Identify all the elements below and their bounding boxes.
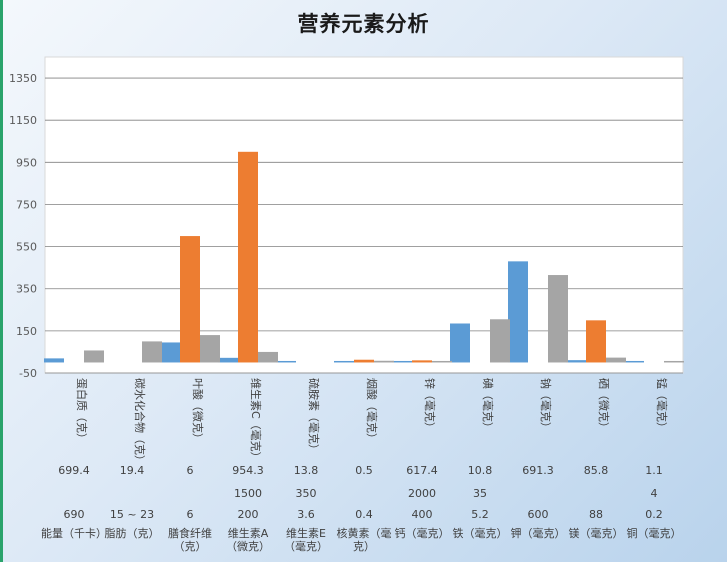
accent-stripe [0, 0, 3, 562]
table-cell: 0.4 [355, 508, 373, 521]
table-cell: 0.5 [355, 464, 373, 477]
y-tick-label: 550 [16, 241, 37, 254]
category-label: 维生素C（毫克） [249, 378, 263, 463]
bar [624, 360, 644, 363]
table-cell: 1.1 [645, 464, 663, 477]
table-cell: 4 [651, 487, 658, 500]
table-cell: 10.8 [468, 464, 493, 477]
table-row-label: 克） [353, 540, 375, 553]
bar [258, 351, 278, 363]
y-tick-label: -50 [19, 367, 37, 380]
table-row-label: 铜（毫克） [627, 526, 682, 540]
table-cell: 0.2 [645, 508, 663, 521]
category-label: 碳水化合物（克） [133, 378, 147, 466]
table-row-label: 钙（毫克） [395, 526, 450, 540]
bar [664, 360, 684, 363]
bar [334, 360, 354, 363]
y-tick-label: 950 [16, 156, 37, 169]
table-row-label: 膳食纤维 [168, 526, 212, 540]
bar [238, 151, 258, 363]
category-label: 锌（毫克） [423, 378, 437, 433]
table-cell: 13.8 [294, 464, 319, 477]
table-row-label: 核黄素（毫 [337, 526, 392, 540]
table-cell: 6 [187, 508, 194, 521]
table-cell: 3.6 [297, 508, 315, 521]
category-label: 钠（毫克） [539, 378, 553, 433]
table-cell: 35 [473, 487, 487, 500]
y-tick-label: 1350 [9, 72, 37, 85]
y-tick-label: 150 [16, 325, 37, 338]
bar [490, 319, 510, 363]
table-row-label: 镁（毫克） [569, 526, 624, 540]
table-row-label: 维生素A [228, 526, 269, 540]
table-cell: 200 [238, 508, 259, 521]
table-row-label: 能量（千卡） [41, 526, 107, 540]
bar [606, 357, 626, 363]
bar [354, 359, 374, 363]
table-row-label: 铁（毫克） [453, 526, 508, 540]
category-label: 叶酸（微克） [191, 378, 205, 444]
table-cell: 85.8 [584, 464, 609, 477]
table-cell: 400 [412, 508, 433, 521]
table-cell: 2000 [408, 487, 436, 500]
table-row-label: 脂肪（克） [105, 526, 160, 540]
table-cell: 88 [589, 508, 603, 521]
chart-title: 营养元素分析 [297, 11, 430, 36]
y-tick-label: 750 [16, 198, 37, 211]
category-label: 烟酸（毫克） [365, 378, 379, 444]
category-label: 硒（微克） [597, 378, 611, 433]
category-label: 硫胺素（毫克） [307, 378, 321, 455]
bar [566, 360, 586, 363]
bar [392, 360, 412, 363]
table-row-label: 维生素E [286, 526, 326, 540]
bar [548, 275, 568, 363]
y-tick-label: 1150 [9, 114, 37, 127]
table-cell: 617.4 [406, 464, 438, 477]
table-cell: 350 [296, 487, 317, 500]
bar [374, 360, 394, 363]
bar [142, 341, 162, 363]
bar [432, 360, 452, 363]
table-cell: 691.3 [522, 464, 554, 477]
category-label: 蛋白质（克） [75, 378, 89, 444]
bar [586, 320, 606, 363]
table-row-label: （克） [174, 540, 207, 553]
bar [412, 360, 432, 363]
bar [180, 236, 200, 363]
plot-area [44, 56, 684, 374]
bar [218, 357, 238, 363]
table-cell: 699.4 [58, 464, 90, 477]
table-cell: 6 [187, 464, 194, 477]
category-label: 碘（毫克） [481, 378, 495, 433]
bar [84, 350, 104, 363]
table-cell: 15 ~ 23 [110, 508, 154, 521]
y-tick-label: 350 [16, 283, 37, 296]
table-cell: 19.4 [120, 464, 145, 477]
table-cell: 5.2 [471, 508, 489, 521]
bar [200, 335, 220, 363]
bar [160, 342, 180, 363]
category-label: 锰（毫克） [655, 378, 669, 433]
bar [44, 358, 64, 363]
table-row-label: （毫克） [284, 539, 328, 553]
table-cell: 1500 [234, 487, 262, 500]
table-row-label: （微克） [226, 539, 270, 553]
bar [450, 323, 470, 363]
table-row-label: 钾（毫克） [511, 526, 566, 540]
bar [508, 261, 528, 363]
bar [276, 360, 296, 363]
table-cell: 690 [64, 508, 85, 521]
table-cell: 600 [528, 508, 549, 521]
table-cell: 954.3 [232, 464, 264, 477]
